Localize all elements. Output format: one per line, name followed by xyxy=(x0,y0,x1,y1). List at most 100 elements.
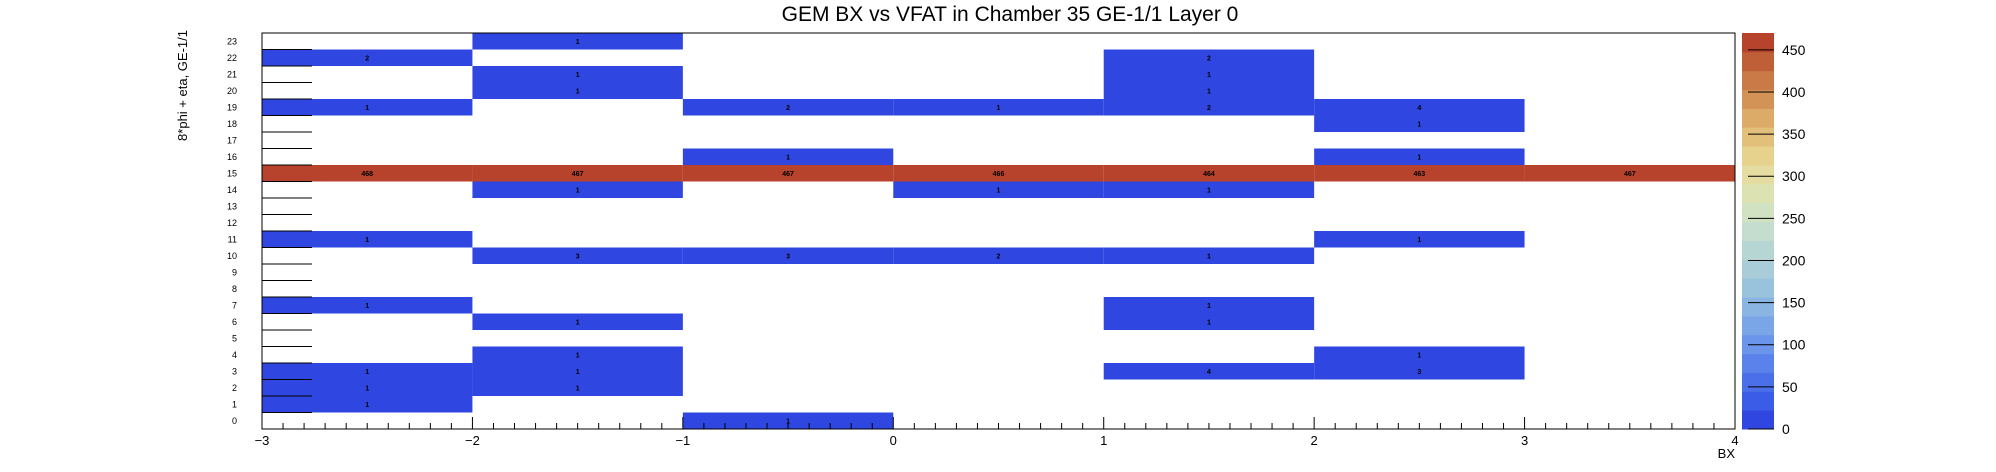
cell-value-label: 1 xyxy=(1417,154,1421,161)
cell-value-label: 1 xyxy=(786,154,790,161)
cell-value-label: 467 xyxy=(572,171,584,178)
heatmap-cell xyxy=(893,181,1104,198)
cell-value-label: 1 xyxy=(365,105,369,112)
color-scale: 0 50 100 150 200 250 300 350 400 450 xyxy=(1742,33,1806,437)
cell-value-label: 1 xyxy=(786,418,790,425)
heatmap-cell xyxy=(262,231,473,248)
heatmap-cell xyxy=(682,148,894,165)
heatmap-cell xyxy=(1314,231,1525,248)
cell-value-label: 1 xyxy=(576,187,580,194)
x-tick-label: 0 xyxy=(890,433,897,448)
cell-value-label: 2 xyxy=(365,55,369,62)
heatmap-cell xyxy=(262,363,473,380)
heatmap-cell xyxy=(1103,363,1315,380)
heatmap-cell xyxy=(262,379,473,396)
heatmap-cell xyxy=(1103,49,1315,66)
y-tick-label: 20 xyxy=(227,86,237,96)
x-axis-title: BX xyxy=(1718,446,1736,461)
y-tick-label: 17 xyxy=(227,135,237,145)
x-tick-label: 4 xyxy=(1731,433,1738,448)
heatmap-cell xyxy=(1103,181,1315,198)
heatmap-cell xyxy=(472,363,683,380)
z-tick-label: 450 xyxy=(1782,42,1806,58)
x-tick-label: −2 xyxy=(465,433,480,448)
cell-value-label: 1 xyxy=(1417,237,1421,244)
y-tick-label: 19 xyxy=(227,102,237,112)
color-scale-band xyxy=(1742,127,1774,147)
cell-value-label: 3 xyxy=(1417,369,1421,376)
cell-value-label: 467 xyxy=(1624,171,1636,178)
heatmap-cell xyxy=(1314,148,1525,165)
cell-value-label: 1 xyxy=(1207,72,1211,79)
color-scale-band xyxy=(1742,240,1774,260)
heatmap-cell xyxy=(262,297,473,314)
heatmap-cell xyxy=(472,346,683,363)
color-scale-band xyxy=(1742,108,1774,128)
heatmap-cell xyxy=(1103,313,1315,330)
color-scale-band xyxy=(1742,183,1774,204)
color-scale-band xyxy=(1742,51,1774,72)
cell-value-label: 1 xyxy=(1417,352,1421,359)
heatmap-cell xyxy=(682,165,894,182)
cell-value-label: 3 xyxy=(786,253,790,260)
heatmap-cell xyxy=(1103,247,1315,264)
x-tick-label: −3 xyxy=(255,433,270,448)
cell-value-label: 2 xyxy=(1207,105,1211,112)
heatmap-cell xyxy=(1314,99,1525,116)
chart-title: GEM BX vs VFAT in Chamber 35 GE-1/1 Laye… xyxy=(782,3,1239,26)
color-scale-band xyxy=(1742,89,1774,109)
z-tick-label: 300 xyxy=(1782,168,1806,184)
cell-value-label: 4 xyxy=(1417,105,1421,112)
cell-value-label: 1 xyxy=(997,187,1001,194)
y-tick-label: 2 xyxy=(232,383,237,393)
color-scale-band xyxy=(1742,165,1774,185)
heatmap-cell xyxy=(1103,66,1315,83)
heatmap-cell xyxy=(1314,363,1525,380)
heatmap-cell xyxy=(1103,297,1315,314)
x-tick-label: 3 xyxy=(1521,433,1528,448)
color-scale-band xyxy=(1742,202,1774,223)
cell-value-label: 1 xyxy=(1207,319,1211,326)
heatmap-cell xyxy=(1314,346,1525,363)
cell-value-label: 1 xyxy=(576,369,580,376)
color-scale-band xyxy=(1742,278,1774,298)
cell-value-label: 4 xyxy=(1207,369,1211,376)
x-tick-label: 1 xyxy=(1100,433,1107,448)
y-tick-label: 13 xyxy=(227,201,237,211)
cell-value-label: 1 xyxy=(997,105,1001,112)
y-tick-label: 22 xyxy=(227,53,237,63)
heatmap-cell xyxy=(472,33,683,50)
color-scale-band xyxy=(1742,353,1774,373)
cell-value-label: 1 xyxy=(365,303,369,310)
heatmap-cell xyxy=(1524,165,1735,182)
cell-value-label: 1 xyxy=(576,72,580,79)
cell-value-label: 1 xyxy=(365,385,369,392)
y-tick-label: 6 xyxy=(232,317,237,327)
heatmap-cell xyxy=(1103,82,1315,99)
y-tick-label: 21 xyxy=(227,69,237,79)
heatmap-cell xyxy=(682,412,894,429)
cell-value-label: 2 xyxy=(997,253,1001,260)
heatmap-cell xyxy=(682,99,894,116)
z-tick-label: 200 xyxy=(1782,252,1806,268)
cell-value-label: 1 xyxy=(1207,88,1211,95)
color-scale-band xyxy=(1742,70,1774,91)
cell-value-label: 1 xyxy=(576,385,580,392)
heatmap-cell xyxy=(472,379,683,396)
z-tick-label: 250 xyxy=(1782,210,1806,226)
y-tick-label: 4 xyxy=(232,350,237,360)
heatmap-cell xyxy=(472,181,683,198)
y-tick-label: 15 xyxy=(227,168,237,178)
z-tick-label: 350 xyxy=(1782,126,1806,142)
color-scale-band xyxy=(1742,372,1774,392)
cell-value-label: 464 xyxy=(1203,171,1215,178)
z-tick-label: 0 xyxy=(1782,421,1790,437)
heatmap-cell xyxy=(1103,99,1315,116)
z-tick-label: 150 xyxy=(1782,295,1806,311)
cell-value-label: 466 xyxy=(993,171,1005,178)
heatmap-cell xyxy=(262,49,473,66)
cell-value-labels: 1 1 1 1 1 468 1 2 1 1 1 1 3 1 467 1 1 1 1 3 467 1 2 2 1 466 1 4 1 1 1 1… xyxy=(361,39,1635,426)
y-tick-label: 16 xyxy=(227,152,237,162)
y-tick-label: 5 xyxy=(232,333,237,343)
heatmap-cell xyxy=(472,313,683,330)
